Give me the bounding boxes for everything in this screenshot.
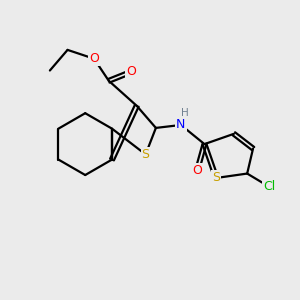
Text: S: S	[142, 148, 150, 161]
Text: Cl: Cl	[263, 180, 275, 193]
Text: H: H	[182, 108, 189, 118]
Text: N: N	[176, 118, 186, 131]
Text: O: O	[89, 52, 99, 65]
Text: S: S	[212, 172, 220, 184]
Text: O: O	[192, 164, 202, 177]
Text: O: O	[126, 65, 136, 79]
